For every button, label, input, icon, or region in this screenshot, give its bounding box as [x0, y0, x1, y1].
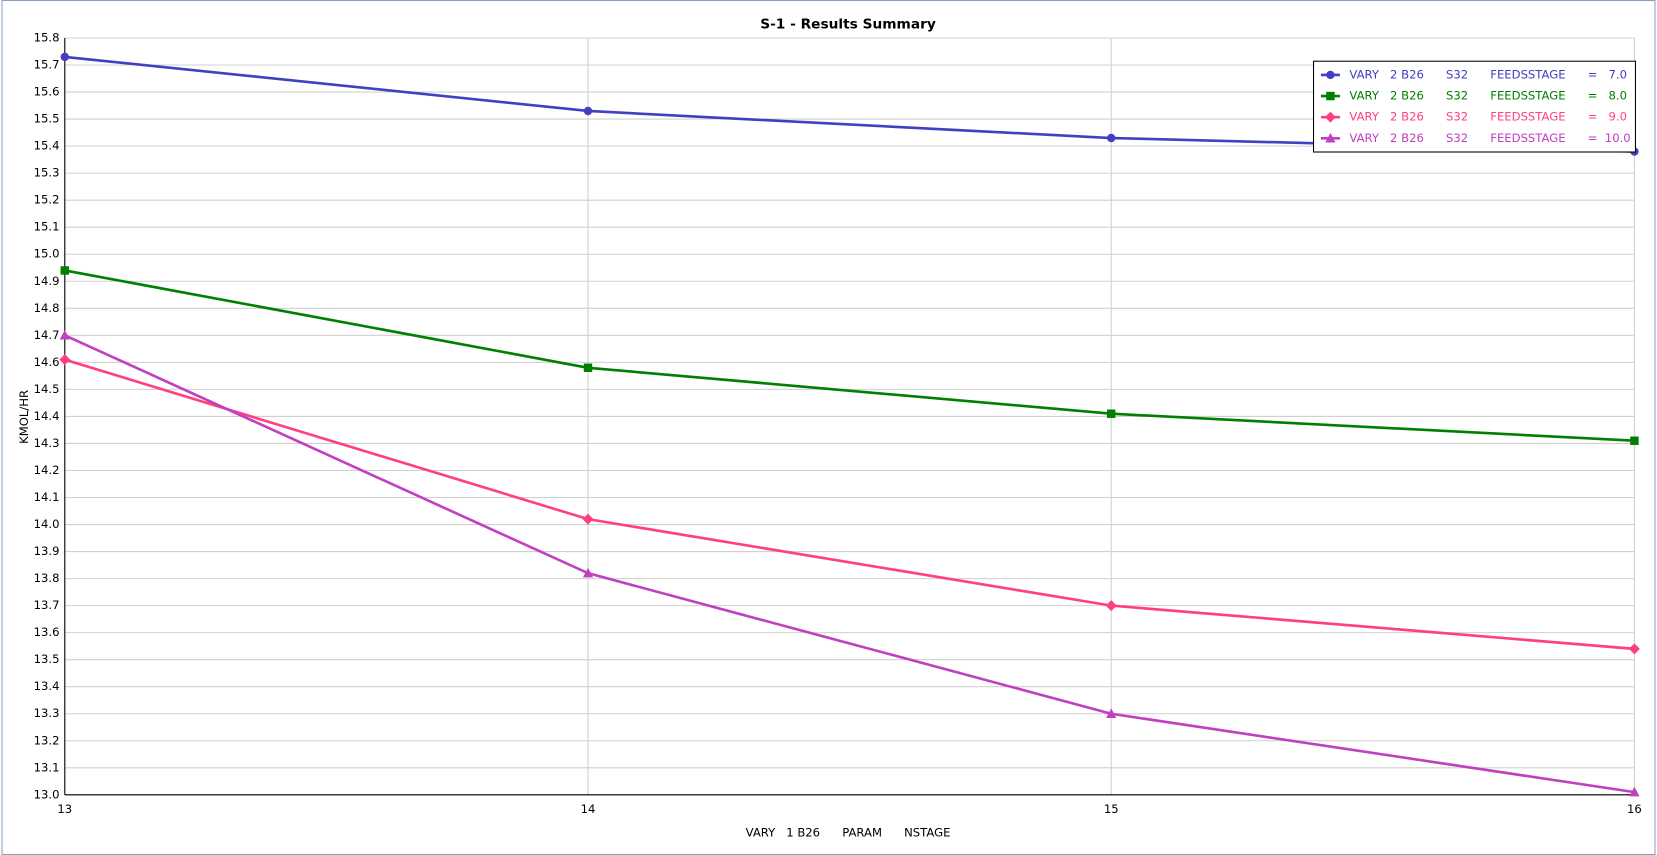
chart-title: S-1 - Results Summary: [760, 16, 936, 32]
legend-label: VARY 2 B26 S32 FEEDSSTAGE = 9.0: [1349, 110, 1627, 124]
y-tick-label: 15.3: [34, 166, 60, 180]
marker: [582, 513, 594, 525]
y-tick-label: 13.9: [34, 544, 60, 558]
legend-label: VARY 2 B26 S32 FEEDSSTAGE = 10.0: [1349, 131, 1630, 145]
y-tick-label: 14.6: [34, 355, 60, 369]
y-axis-label: KMOL/HR: [17, 390, 31, 444]
marker: [1105, 600, 1117, 612]
legend-label: VARY 2 B26 S32 FEEDSSTAGE = 8.0: [1349, 89, 1627, 103]
y-tick-label: 15.5: [34, 112, 60, 126]
y-tick-label: 15.1: [34, 220, 60, 234]
y-tick-label: 14.4: [34, 409, 60, 423]
y-tick-label: 13.3: [34, 706, 60, 720]
y-tick-label: 13.2: [34, 733, 60, 747]
y-tick-label: 15.0: [34, 247, 60, 261]
y-tick-label: 15.7: [34, 58, 60, 72]
marker: [1106, 708, 1117, 718]
marker: [59, 329, 70, 340]
y-tick-label: 13.7: [34, 598, 60, 612]
y-tick-label: 15.6: [34, 85, 60, 99]
y-tick-label: 15.2: [34, 193, 60, 207]
y-tick-label: 13.6: [34, 625, 60, 639]
legend-box: [1313, 60, 1636, 153]
marker: [583, 363, 593, 372]
marker: [60, 52, 70, 62]
marker: [1630, 436, 1639, 445]
legend-marker: [1326, 91, 1335, 101]
series-line: [64, 269, 1635, 443]
y-tick-label: 13.1: [34, 760, 60, 774]
y-tick-label: 15.4: [34, 139, 60, 153]
y-tick-label: 13.4: [34, 679, 60, 693]
marker: [60, 266, 70, 275]
y-tick-label: 14.2: [34, 463, 60, 477]
marker: [583, 106, 593, 116]
x-tick-label: 16: [1627, 802, 1642, 816]
legend-label: VARY 2 B26 S32 FEEDSSTAGE = 7.0: [1349, 67, 1627, 81]
y-tick-label: 14.9: [34, 274, 60, 288]
series-line: [64, 358, 1635, 651]
legend-marker: [1325, 132, 1336, 143]
y-tick-label: 14.8: [34, 301, 60, 315]
marker: [582, 567, 594, 578]
y-tick-label: 14.0: [34, 517, 60, 531]
legend-marker: [1324, 111, 1336, 123]
marker: [1106, 133, 1116, 143]
y-tick-label: 14.3: [34, 436, 60, 450]
y-tick-label: 13.0: [34, 787, 60, 801]
marker: [1106, 409, 1116, 418]
x-axis-label: VARY 1 B26 PARAM NSTAGE: [746, 825, 951, 839]
x-tick-label: 13: [57, 802, 72, 816]
marker: [1629, 786, 1640, 797]
y-tick-label: 15.8: [34, 30, 60, 44]
y-tick-label: 14.1: [34, 490, 60, 504]
marker: [59, 354, 71, 366]
legend-marker: [1326, 70, 1335, 80]
y-tick-label: 13.8: [34, 571, 60, 585]
y-tick-label: 14.5: [34, 382, 60, 396]
x-tick-label: 14: [581, 802, 596, 816]
y-tick-label: 13.5: [34, 652, 60, 666]
marker: [1628, 643, 1640, 655]
x-tick-label: 15: [1104, 802, 1119, 816]
y-tick-label: 14.7: [34, 328, 60, 342]
legend: VARY 2 B26 S32 FEEDSSTAGE = 7.0 VARY 2 B2…: [1313, 60, 1636, 153]
series-line: [64, 334, 1635, 794]
